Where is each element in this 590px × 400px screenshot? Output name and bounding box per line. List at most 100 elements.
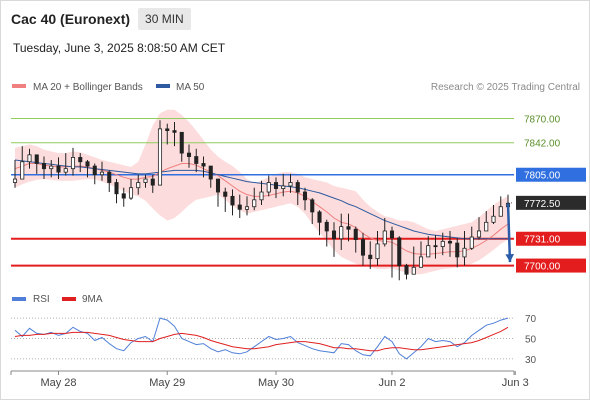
candle-body <box>49 165 54 170</box>
candle-body <box>433 245 438 248</box>
candle <box>426 236 431 258</box>
candle <box>136 174 141 195</box>
candle-body <box>339 226 344 240</box>
candle-body <box>70 157 76 170</box>
candle-body <box>426 245 431 258</box>
main-legend: MA 20 + Bollinger Bands MA 50 Research ©… <box>12 82 580 93</box>
candle <box>469 226 474 250</box>
candle-body <box>194 156 199 164</box>
candle <box>476 217 482 240</box>
candle-body <box>484 221 489 232</box>
level-label: 7805.00 <box>524 171 561 182</box>
candle <box>491 205 496 225</box>
candle <box>273 177 279 199</box>
candle <box>447 230 453 257</box>
candle <box>201 156 206 178</box>
rsi-tick-label: 30 <box>525 355 537 366</box>
candle-body <box>215 178 221 193</box>
rsi-tick-label: 70 <box>525 314 537 325</box>
candle-body <box>469 236 474 249</box>
x-axis-tick-label: May 29 <box>149 377 185 389</box>
candle <box>375 230 380 266</box>
candle <box>143 174 148 188</box>
candle <box>56 157 61 180</box>
candle <box>252 187 257 211</box>
candle-body <box>447 240 453 244</box>
candle-body <box>331 230 337 240</box>
candle-body <box>63 168 68 173</box>
candlesticks <box>12 120 511 281</box>
candle-body <box>165 128 170 132</box>
candle-body <box>317 211 322 223</box>
candle-body <box>12 178 18 183</box>
legend-label-9ma: 9MA <box>82 294 103 305</box>
candle <box>317 210 322 236</box>
rsi-ma9-line <box>14 326 509 352</box>
level-label: 7772.50 <box>524 199 561 210</box>
legend-swatch-rsi <box>12 297 26 301</box>
candle <box>63 153 68 176</box>
level-label-bg <box>516 195 586 210</box>
timeframe-badge[interactable]: 30 MIN <box>138 8 191 30</box>
rsi-line <box>14 317 509 360</box>
candle-body <box>440 240 445 247</box>
price-levels <box>11 117 514 267</box>
price-level-labels: 7870.00 7842.00 7805.00 7772.50 7731.00 7700.… <box>516 114 586 273</box>
candle-body <box>411 266 416 275</box>
candle-body <box>172 130 177 133</box>
timestamp: Tuesday, June 3, 2025 8:08:50 AM CET <box>13 41 226 55</box>
candle-body <box>455 242 460 258</box>
candle <box>165 123 170 145</box>
candle-body <box>353 228 358 241</box>
level-label: 7731.00 <box>524 235 561 246</box>
candle <box>418 241 424 268</box>
projection <box>505 203 515 263</box>
candle <box>114 179 119 204</box>
legend-label-rsi: RSI <box>33 294 50 305</box>
candle-body <box>266 182 271 193</box>
candle-body <box>208 165 213 180</box>
candle-body <box>375 243 380 260</box>
rsi-legend: RSI 9MA <box>12 294 103 305</box>
candle <box>382 217 387 247</box>
level-label: 7870.00 <box>524 114 561 125</box>
candle <box>208 165 213 188</box>
candle-body <box>150 178 155 186</box>
candle <box>360 232 366 266</box>
x-axis-tick-label: Jun 2 <box>379 377 406 389</box>
candle-body <box>404 265 409 275</box>
candle <box>353 226 358 253</box>
candle <box>12 160 18 188</box>
legend-swatch-ma50 <box>156 84 170 88</box>
candle <box>186 144 192 168</box>
candle-body <box>252 199 257 208</box>
candle-body <box>128 187 134 199</box>
candle-body <box>27 154 32 163</box>
candle-body <box>476 230 482 238</box>
candle <box>230 189 235 216</box>
chart-header: Cac 40 (Euronext) 30 MIN <box>11 8 191 30</box>
candle-body <box>281 185 286 189</box>
candle-body <box>201 163 206 167</box>
candle-body <box>223 191 228 197</box>
candle <box>484 211 489 232</box>
candle <box>404 263 409 280</box>
candle-body <box>107 171 112 183</box>
candle-body <box>382 230 387 245</box>
candle <box>302 187 308 211</box>
candle <box>172 121 177 147</box>
candle <box>440 232 445 256</box>
candle-body <box>491 215 496 223</box>
candle <box>78 153 83 173</box>
x-axis-tick-label: Jun 3 <box>502 377 529 389</box>
candle-body <box>498 206 503 217</box>
x-axis-tick-label: May 28 <box>40 377 76 389</box>
candle-body <box>244 206 250 210</box>
candle <box>244 196 250 216</box>
candle <box>339 213 344 250</box>
candle-body <box>114 182 119 195</box>
candle-body <box>288 182 293 187</box>
legend-swatch-ma20 <box>12 84 26 88</box>
candle-body <box>302 191 308 201</box>
candle <box>295 179 300 206</box>
